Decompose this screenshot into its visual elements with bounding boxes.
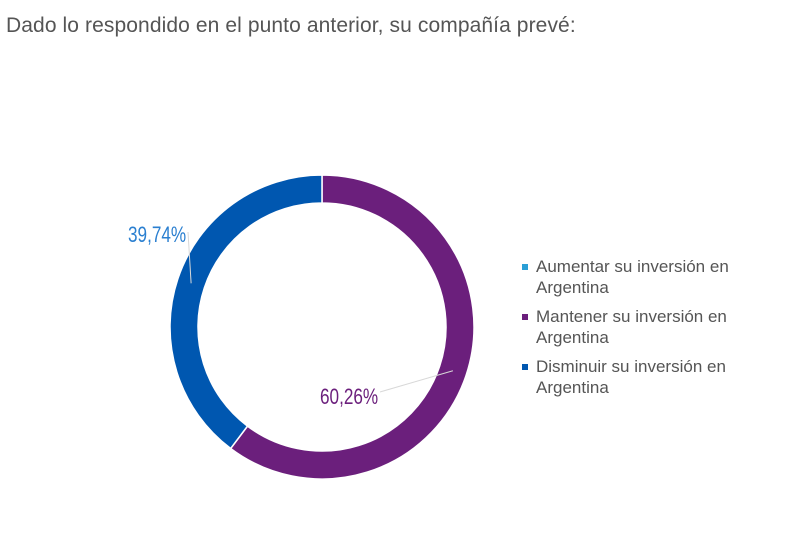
chart-legend: Aumentar su inversión en Argentina Manten… (522, 256, 782, 406)
data-label-2: 39,74% (128, 223, 186, 248)
legend-item-2: Disminuir su inversión en Argentina (522, 356, 782, 398)
legend-label-0: Aumentar su inversión en Argentina (536, 257, 729, 297)
legend-item-0: Aumentar su inversión en Argentina (522, 256, 782, 298)
legend-item-1: Mantener su inversión en Argentina (522, 306, 782, 348)
donut-slice-2 (169, 174, 323, 450)
legend-swatch-0 (522, 264, 528, 270)
legend-label-1: Mantener su inversión en Argentina (536, 307, 727, 347)
data-label-1: 60,26% (320, 385, 378, 410)
donut-slice-1 (229, 174, 475, 480)
leader-line-2 (187, 231, 192, 284)
question-title: Dado lo respondido en el punto anterior,… (6, 14, 576, 37)
legend-swatch-2 (522, 364, 528, 370)
leader-line-1 (379, 370, 454, 393)
legend-swatch-1 (522, 314, 528, 320)
legend-label-2: Disminuir su inversión en Argentina (536, 357, 726, 397)
